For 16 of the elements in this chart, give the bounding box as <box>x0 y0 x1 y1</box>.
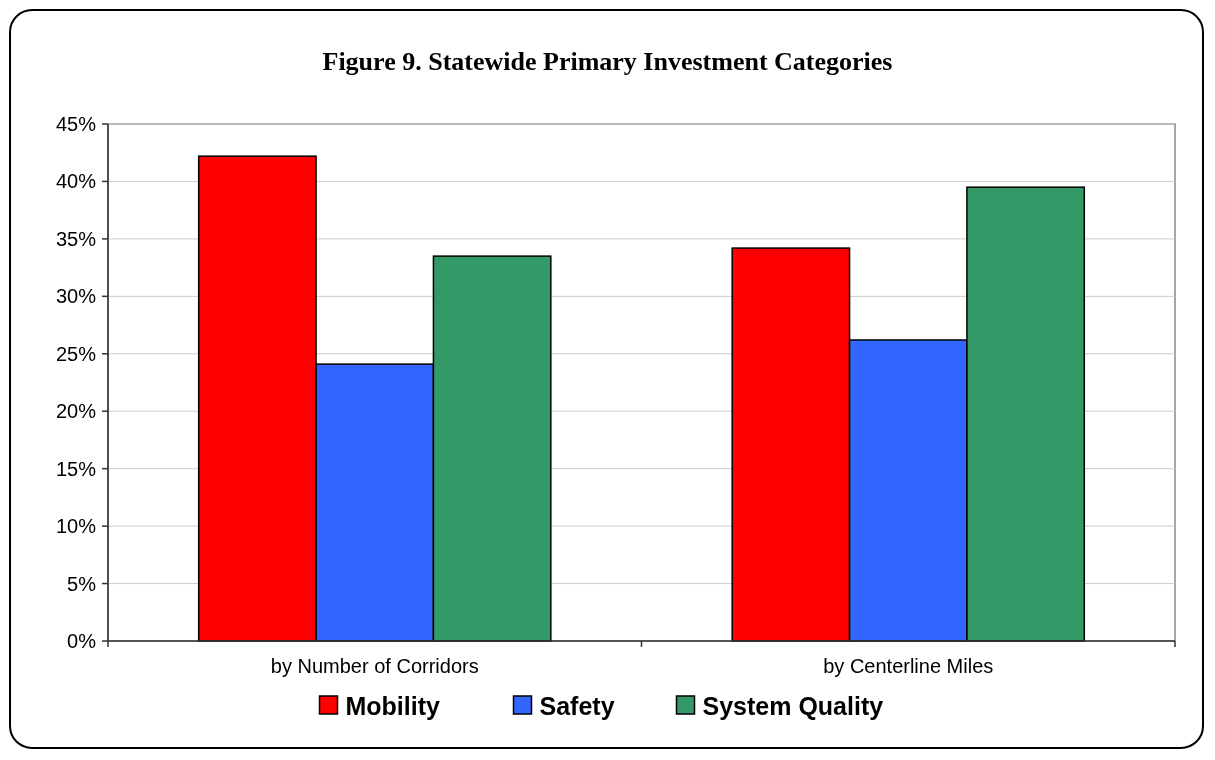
y-tick-label: 35% <box>55 227 97 250</box>
y-tick-label: 5% <box>67 572 97 595</box>
y-tick-label: 15% <box>55 457 97 480</box>
y-tick-label: 45% <box>55 113 97 135</box>
y-tick-label: 40% <box>55 170 97 193</box>
y-tick-label: 0% <box>67 630 97 652</box>
y-tick-label: 20% <box>55 400 97 423</box>
x-tick-label: by Number of Corridors <box>270 655 479 677</box>
y-tick-label: 10% <box>55 515 97 538</box>
y-tick-label: 30% <box>55 285 97 308</box>
chart-title: Figure 9. Statewide Primary Investment Categories <box>322 47 893 76</box>
x-tick-label: by Centerline Miles <box>823 655 994 677</box>
y-tick-label: 25% <box>55 342 97 365</box>
legend-label: Safety <box>539 691 615 720</box>
legend-label: Mobility <box>345 691 441 720</box>
legend-label: System Quality <box>702 691 884 720</box>
